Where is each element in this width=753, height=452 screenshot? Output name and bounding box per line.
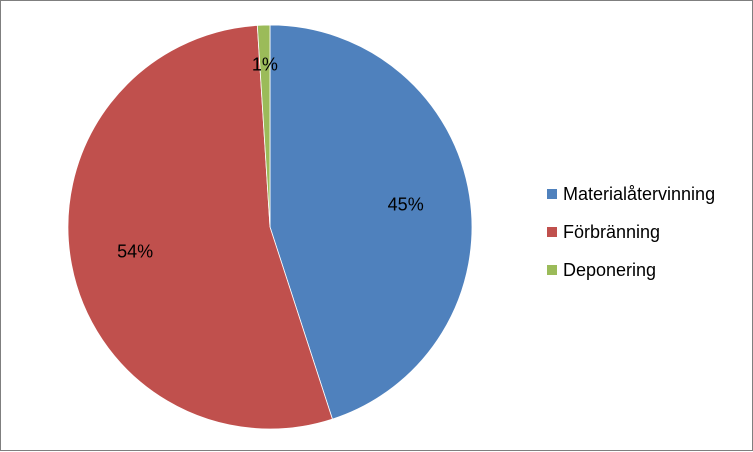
data-label-deponering: 1% xyxy=(252,54,278,74)
data-label-forbranning: 54% xyxy=(117,241,153,261)
legend-item-materialatervinning: Materialåtervinning xyxy=(547,175,715,213)
legend-item-deponering: Deponering xyxy=(547,251,715,289)
pie-slices xyxy=(67,24,473,430)
legend: Materialåtervinning Förbränning Deponeri… xyxy=(547,175,715,289)
legend-label-materialatervinning: Materialåtervinning xyxy=(563,183,716,204)
pie-slice-forbranning xyxy=(67,24,333,430)
pie-slice-deponering xyxy=(256,24,271,228)
legend-label-deponering: Deponering xyxy=(563,259,657,280)
data-label-materialatervinning: 45% xyxy=(388,194,424,214)
pie-data-labels: 45% 54% 1% xyxy=(117,54,424,261)
legend-item-forbranning: Förbränning xyxy=(547,213,715,251)
legend-swatch-materialatervinning xyxy=(547,189,557,199)
legend-label-forbranning: Förbränning xyxy=(563,221,661,242)
legend-swatch-deponering xyxy=(547,265,557,275)
pie-slice-materialatervinning xyxy=(269,24,473,420)
legend-swatch-forbranning xyxy=(547,227,557,237)
